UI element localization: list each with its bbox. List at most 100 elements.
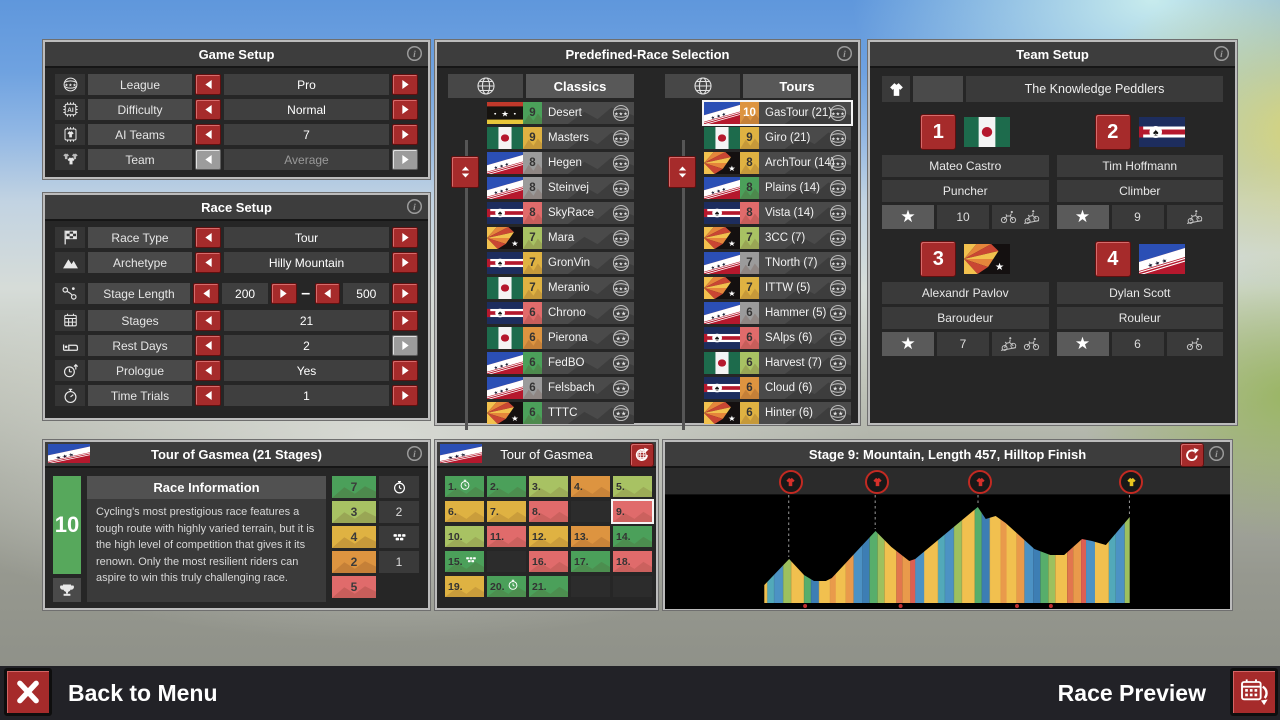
info-icon[interactable]: i <box>836 45 853 62</box>
rider-card[interactable]: 3 ★ Alexandr Pavlov Baroudeur ★ 7 <box>882 239 1049 356</box>
race-list-item[interactable]: ★ ★ ★ 8 Steinvej ★★★ <box>487 177 634 199</box>
increase-button[interactable] <box>392 124 418 145</box>
rider-card[interactable]: 4 ★ ★ ★ Dylan Scott Rouleur ★ 6 <box>1056 239 1223 356</box>
race-list-item[interactable]: ♠ 8 SkyRace ★★★ <box>487 202 634 224</box>
max-decrease-button[interactable] <box>314 283 341 304</box>
race-list-item[interactable]: ★ 6 Hinter (6) ★★ <box>704 402 851 424</box>
info-icon[interactable]: i <box>1208 445 1225 462</box>
stage-cell[interactable]: 4. <box>571 476 610 497</box>
scroll-spinner[interactable] <box>668 156 696 188</box>
back-to-menu-label[interactable]: Back to Menu <box>68 679 218 706</box>
stage-cell[interactable]: 21. <box>529 576 568 597</box>
scrollbar-track[interactable] <box>465 140 468 430</box>
decrease-button[interactable] <box>195 227 221 248</box>
region-filter-button[interactable] <box>448 74 523 98</box>
info-icon[interactable]: i <box>406 445 423 462</box>
increase-button[interactable] <box>392 149 418 170</box>
jersey-icon[interactable] <box>882 76 910 102</box>
stage-cell[interactable]: 6. <box>445 501 484 522</box>
stage-cell[interactable] <box>571 576 610 597</box>
race-list-item[interactable]: 6 Pierona ★★ <box>487 327 634 349</box>
stage-cell[interactable]: 5. <box>613 476 652 497</box>
increase-button[interactable] <box>392 335 418 356</box>
increase-button[interactable] <box>392 252 418 273</box>
increase-button[interactable] <box>392 310 418 331</box>
race-list-item[interactable]: ♠ 6 Cloud (6) ★★ <box>704 377 851 399</box>
info-icon[interactable]: i <box>406 198 423 215</box>
increase-button[interactable] <box>392 99 418 120</box>
stage-cell[interactable] <box>571 501 610 522</box>
race-list-item[interactable]: ★ 8 ArchTour (14) ★★★ <box>704 152 851 174</box>
race-list-item[interactable]: ★ ★ ★ 7 TNorth (7) ★★★ <box>704 252 851 274</box>
decrease-button[interactable] <box>195 252 221 273</box>
race-list-item[interactable]: ♠ 6 SAlps (6) ★★ <box>704 327 851 349</box>
scroll-spinner[interactable] <box>451 156 479 188</box>
info-icon[interactable]: i <box>406 45 423 62</box>
race-list-item[interactable]: ★ ★ ★ 6 Felsbach ★★ <box>487 377 634 399</box>
decrease-button[interactable] <box>195 74 221 95</box>
race-list-item[interactable]: 7 Meranio ★★★ <box>487 277 634 299</box>
race-list-item[interactable]: ★ 9 Desert ★★★ <box>487 102 634 124</box>
increase-button[interactable] <box>392 74 418 95</box>
race-list-item[interactable]: ★ 7 ITTW (5) ★★★ <box>704 277 851 299</box>
stage-cell[interactable]: 7. <box>487 501 526 522</box>
stage-cell[interactable]: 9. <box>613 501 652 522</box>
team-name[interactable]: The Knowledge Peddlers <box>966 76 1223 102</box>
decrease-button[interactable] <box>195 99 221 120</box>
team-color-swatch[interactable] <box>913 76 963 102</box>
stage-cell[interactable]: 10. <box>445 526 484 547</box>
race-list-item[interactable]: ♠ 8 Vista (14) ★★★ <box>704 202 851 224</box>
rider-card[interactable]: 1 Mateo Castro Puncher ★ 10 <box>882 112 1049 229</box>
rider-number[interactable]: 2 <box>1094 114 1131 150</box>
scrollbar-track[interactable] <box>682 140 685 430</box>
rider-number[interactable]: 3 <box>920 241 957 277</box>
stage-cell[interactable] <box>613 576 652 597</box>
race-list-item[interactable]: ★ 6 TTTC ★★ <box>487 402 634 424</box>
regenerate-stage-button[interactable] <box>1180 443 1204 467</box>
race-list-item[interactable]: ★ ★ ★ 8 Plains (14) ★★★ <box>704 177 851 199</box>
stage-cell[interactable]: 17. <box>571 551 610 572</box>
race-list-item[interactable]: ★ ★ ★ 6 Hammer (5) ★★ <box>704 302 851 324</box>
race-list-item[interactable]: ★ 7 3CC (7) ★★★ <box>704 227 851 249</box>
decrease-button[interactable] <box>195 360 221 381</box>
stage-cell[interactable]: 8. <box>529 501 568 522</box>
decrease-button[interactable] <box>195 149 221 170</box>
stage-cell[interactable]: 18. <box>613 551 652 572</box>
info-icon[interactable]: i <box>1213 45 1230 62</box>
rider-number[interactable]: 4 <box>1094 241 1131 277</box>
stage-cell[interactable]: 16. <box>529 551 568 572</box>
race-list-item[interactable]: ★ 7 Mara ★★★ <box>487 227 634 249</box>
rider-number[interactable]: 1 <box>920 114 957 150</box>
stage-cell[interactable]: 14. <box>613 526 652 547</box>
race-list-item[interactable]: ★ ★ ★ 10 GasTour (21) ★★★ <box>702 100 853 126</box>
stage-cell[interactable]: 15. <box>445 551 484 572</box>
stage-cell[interactable]: 2. <box>487 476 526 497</box>
stage-cell[interactable]: 3. <box>529 476 568 497</box>
stage-cell[interactable]: 12. <box>529 526 568 547</box>
region-filter-button[interactable] <box>665 74 740 98</box>
stage-cell[interactable]: 19. <box>445 576 484 597</box>
stage-cell[interactable]: 11. <box>487 526 526 547</box>
regenerate-race-button[interactable] <box>630 443 654 467</box>
decrease-button[interactable] <box>195 124 221 145</box>
race-list-item[interactable]: ★ ★ ★ 8 Hegen ★★★ <box>487 152 634 174</box>
max-increase-button[interactable] <box>392 283 418 304</box>
decrease-button[interactable] <box>195 335 221 356</box>
min-increase-button[interactable] <box>271 283 297 304</box>
decrease-button[interactable] <box>195 310 221 331</box>
race-list-item[interactable]: ★ ★ ★ 6 FedBO ★★ <box>487 352 634 374</box>
race-preview-button[interactable] <box>1230 668 1278 716</box>
min-decrease-button[interactable] <box>193 283 220 304</box>
decrease-button[interactable] <box>195 385 221 406</box>
race-list-item[interactable]: 6 Harvest (7) ★★ <box>704 352 851 374</box>
race-list-item[interactable]: ♠ 7 GronVin ★★★ <box>487 252 634 274</box>
race-preview-label[interactable]: Race Preview <box>1057 679 1206 706</box>
increase-button[interactable] <box>392 227 418 248</box>
stage-cell[interactable]: 13. <box>571 526 610 547</box>
race-list-item[interactable]: ♠ 6 Chrono ★★ <box>487 302 634 324</box>
race-list-item[interactable]: 9 Giro (21) ★★★ <box>704 127 851 149</box>
stage-cell[interactable] <box>487 551 526 572</box>
stage-cell[interactable]: 1. <box>445 476 484 497</box>
stage-cell[interactable]: 20. <box>487 576 526 597</box>
increase-button[interactable] <box>392 385 418 406</box>
